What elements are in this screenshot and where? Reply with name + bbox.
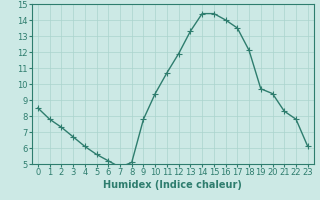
X-axis label: Humidex (Indice chaleur): Humidex (Indice chaleur) [103, 180, 242, 190]
